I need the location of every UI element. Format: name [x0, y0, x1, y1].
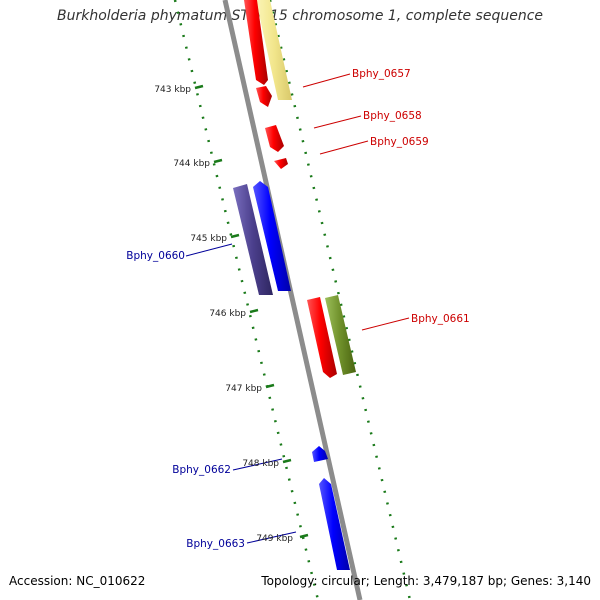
gene-label-bphy-0662[interactable]: Bphy_0662	[172, 464, 231, 476]
tick-label-748: 748 kbp	[242, 459, 279, 469]
gene-label-bphy-0659[interactable]: Bphy_0659	[370, 136, 429, 148]
gene-label-bphy-0657[interactable]: Bphy_0657	[352, 68, 411, 80]
leader-bphy-0662	[232, 458, 283, 471]
gene-bar-purple-bphy-0660[interactable]	[233, 184, 273, 295]
leader-bphy-0663	[246, 531, 297, 544]
tick-mark	[299, 533, 309, 539]
leader-bphy-0660	[185, 243, 233, 257]
gene-arrow-bphy-0657[interactable]	[244, 0, 268, 85]
tick-label-745: 745 kbp	[190, 234, 227, 244]
tick-mark	[265, 383, 275, 389]
gene-arrow-bphy-0659[interactable]	[274, 158, 288, 169]
chromosome-backbone	[222, 0, 363, 600]
tick-mark	[213, 158, 223, 164]
gene-bar-green-bphy-0661[interactable]	[325, 295, 356, 375]
tick-label-744: 744 kbp	[173, 159, 210, 169]
gene-label-bphy-0663[interactable]: Bphy_0663	[186, 538, 245, 550]
tick-mark	[194, 84, 204, 90]
tick-label-749: 749 kbp	[256, 534, 293, 544]
tick-mark	[282, 458, 292, 464]
tick-label-743: 743 kbp	[154, 85, 191, 95]
leader-bphy-0658	[313, 115, 362, 129]
leader-bphy-0659	[319, 140, 369, 155]
leader-bphy-0661	[361, 317, 410, 331]
leader-bphy-0657	[302, 73, 351, 88]
gene-arrow-bphy-0661[interactable]	[307, 297, 337, 378]
gene-bar-yellow[interactable]	[256, 0, 292, 100]
gene-label-bphy-0660[interactable]: Bphy_0660	[126, 250, 185, 262]
tick-mark	[249, 308, 259, 314]
accession-text: Accession: NC_010622	[9, 574, 146, 588]
gene-label-bphy-0661[interactable]: Bphy_0661	[411, 313, 470, 325]
tick-label-747: 747 kbp	[225, 384, 262, 394]
gene-label-bphy-0658[interactable]: Bphy_0658	[363, 110, 422, 122]
gene-arrow-bphy-0663[interactable]	[319, 478, 350, 570]
tick-label-746: 746 kbp	[209, 309, 246, 319]
gene-arrow-bphy-0658[interactable]	[265, 125, 284, 152]
topology-text: Topology: circular; Length: 3,479,187 bp…	[261, 574, 591, 588]
gene-arrow-bphy-0657-part[interactable]	[256, 86, 272, 107]
gene-arrow-bphy-0662[interactable]	[312, 446, 328, 462]
tick-mark	[230, 233, 240, 239]
gene-arrow-bphy-0660[interactable]	[253, 181, 291, 291]
